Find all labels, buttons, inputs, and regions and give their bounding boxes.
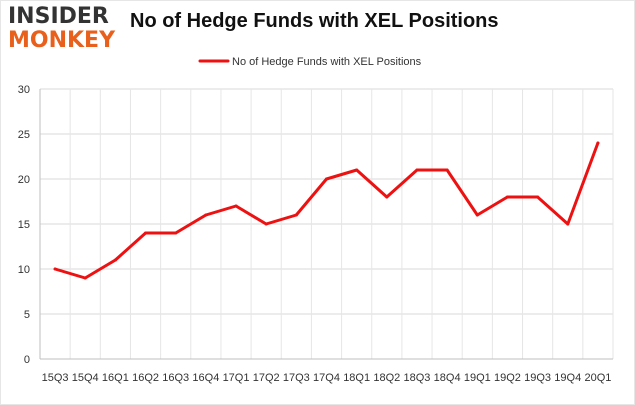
data-point [536, 195, 540, 199]
data-point [445, 168, 449, 172]
data-point [505, 195, 509, 199]
x-tick-label: 19Q4 [554, 372, 581, 384]
y-tick-label: 5 [24, 309, 30, 321]
x-tick-label: 17Q4 [313, 372, 340, 384]
data-point [204, 213, 208, 217]
x-tick-label: 19Q3 [524, 372, 551, 384]
legend-label: No of Hedge Funds with XEL Positions [232, 56, 422, 68]
y-axis-ticks: 0 5 10 15 20 25 30 [18, 84, 30, 366]
data-point [174, 231, 178, 235]
data-point [325, 177, 328, 181]
y-tick-label: 25 [18, 129, 30, 141]
data-point [596, 141, 600, 145]
gridlines [39, 88, 614, 360]
data-point [385, 195, 389, 199]
x-tick-label: 17Q2 [253, 372, 280, 384]
x-tick-label: 19Q2 [494, 372, 521, 384]
insider-monkey-logo: INSIDER MONKEY [8, 6, 118, 52]
x-tick-label: 16Q1 [102, 372, 129, 384]
x-tick-label: 20Q1 [584, 372, 611, 384]
series-line [53, 141, 600, 280]
data-point [234, 204, 238, 208]
data-point [264, 222, 268, 226]
x-tick-label: 15Q4 [72, 372, 99, 384]
x-tick-label: 16Q4 [192, 372, 219, 384]
x-axis-ticks: 15Q3 15Q4 16Q1 16Q2 16Q3 16Q4 17Q1 17Q2 17Q3 17Q4… [42, 372, 612, 384]
data-point [83, 276, 87, 280]
data-point [294, 213, 298, 217]
y-tick-label: 10 [18, 264, 30, 276]
x-tick-label: 18Q4 [434, 372, 461, 384]
x-tick-label: 18Q1 [343, 372, 370, 384]
data-point [566, 222, 570, 226]
axes [39, 89, 613, 360]
x-tick-label: 17Q1 [223, 372, 250, 384]
data-point [415, 168, 419, 172]
legend: No of Hedge Funds with XEL Positions [198, 56, 422, 68]
x-tick-label: 18Q3 [404, 372, 431, 384]
y-tick-label: 15 [18, 219, 30, 231]
data-point [53, 267, 57, 271]
x-tick-label: 15Q3 [42, 372, 69, 384]
data-point [113, 258, 117, 262]
y-tick-label: 20 [18, 174, 30, 186]
x-tick-label: 16Q2 [132, 372, 159, 384]
data-point [144, 231, 148, 235]
y-tick-label: 30 [18, 84, 30, 96]
y-tick-label: 0 [24, 354, 30, 366]
chart-title: No of Hedge Funds with XEL Positions [130, 10, 499, 32]
data-point [475, 213, 479, 217]
x-tick-label: 17Q3 [283, 372, 310, 384]
series-group [53, 141, 600, 280]
logo-line-2: MONKEY [8, 28, 116, 53]
x-tick-label: 19Q1 [464, 372, 491, 384]
x-tick-label: 18Q2 [373, 372, 400, 384]
data-point [355, 168, 359, 172]
logo-line-1: INSIDER [8, 4, 109, 29]
x-tick-label: 16Q3 [162, 372, 189, 384]
